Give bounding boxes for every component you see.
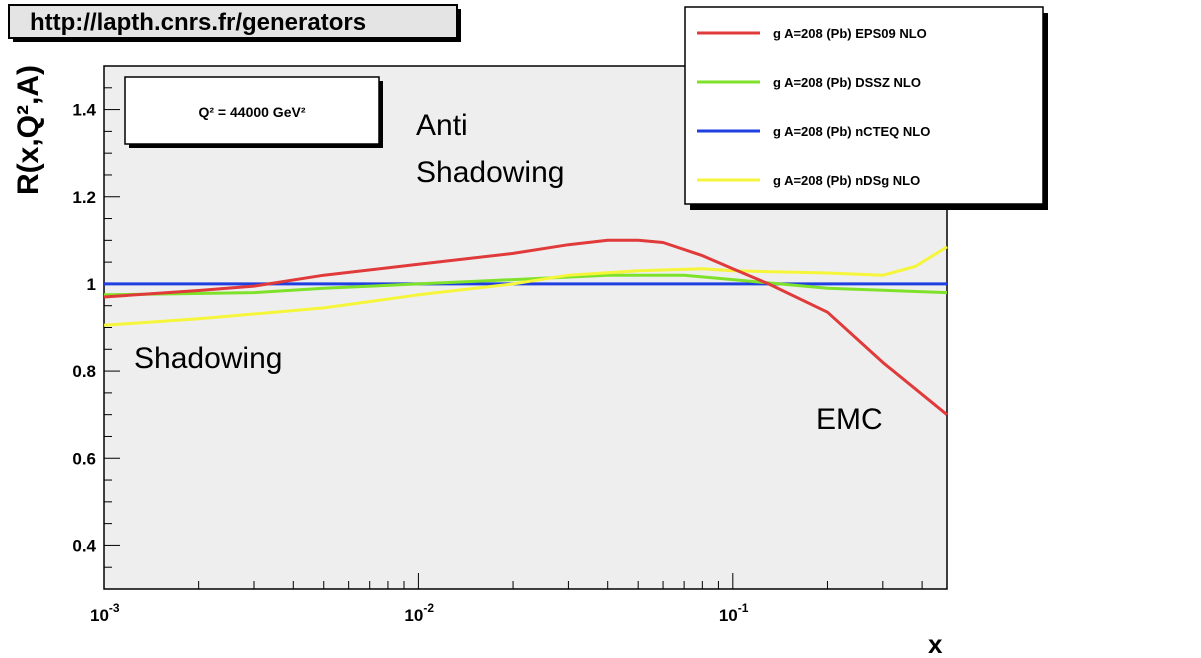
annotation-anti-line2: Shadowing	[416, 156, 564, 189]
x-tick-label: 10-3	[90, 601, 120, 625]
legend-frame	[684, 6, 1044, 205]
annotation-emc: EMC	[816, 403, 883, 436]
scale-box: Q² = 44000 GeV²	[124, 76, 383, 148]
x-tick-exp: -2	[423, 601, 434, 615]
y-tick-label: 1	[87, 275, 96, 294]
y-tick-label: 1.4	[72, 101, 96, 120]
scale-box-text: Q² = 44000 GeV²	[198, 104, 305, 120]
legend-label-2: g A=208 (Pb) nCTEQ NLO	[773, 124, 930, 139]
series-layer	[103, 238, 948, 416]
banner-box	[8, 4, 458, 39]
y-tick-label: 0.6	[72, 449, 96, 468]
legend-label-3: g A=208 (Pb) nDSg NLO	[773, 173, 920, 188]
legend-items: g A=208 (Pb) EPS09 NLO g A=208 (Pb) DSSZ …	[697, 26, 930, 188]
axes: 0.40.60.811.21.410-3 10-2 10-1	[72, 65, 923, 625]
banner-text: http://lapth.cnrs.fr/generators	[30, 9, 366, 36]
x-tick-base: 10	[404, 606, 423, 625]
annotation-anti-line1: Anti	[416, 109, 468, 142]
x-tick-label: 10-1	[719, 601, 749, 625]
series-line-0	[103, 238, 948, 416]
y-tick-label: 1.2	[72, 188, 96, 207]
y-tick-label: 0.4	[72, 536, 96, 555]
y-tick-label: 0.8	[72, 362, 96, 381]
scale-box-frame	[124, 76, 380, 145]
x-tick-label: 10-2	[404, 601, 434, 625]
x-tick-base: 10	[90, 606, 109, 625]
y-axis-label-text: R(x,Q²,A)	[12, 65, 45, 195]
series-line-3	[103, 245, 948, 327]
legend-label-0: g A=208 (Pb) EPS09 NLO	[773, 26, 927, 41]
legend-label-1: g A=208 (Pb) DSSZ NLO	[773, 75, 921, 90]
y-axis-label: R(x,Q²,A)	[12, 65, 45, 195]
x-tick-exp: -3	[109, 601, 120, 615]
x-tick-exp: -1	[738, 601, 749, 615]
x-tick-base: 10	[719, 606, 738, 625]
annotation-shadowing: Shadowing	[134, 342, 282, 375]
x-axis-label: x	[928, 629, 943, 658]
legend: g A=208 (Pb) EPS09 NLO g A=208 (Pb) DSSZ …	[684, 6, 1048, 210]
banner: http://lapth.cnrs.fr/generators	[8, 4, 461, 42]
